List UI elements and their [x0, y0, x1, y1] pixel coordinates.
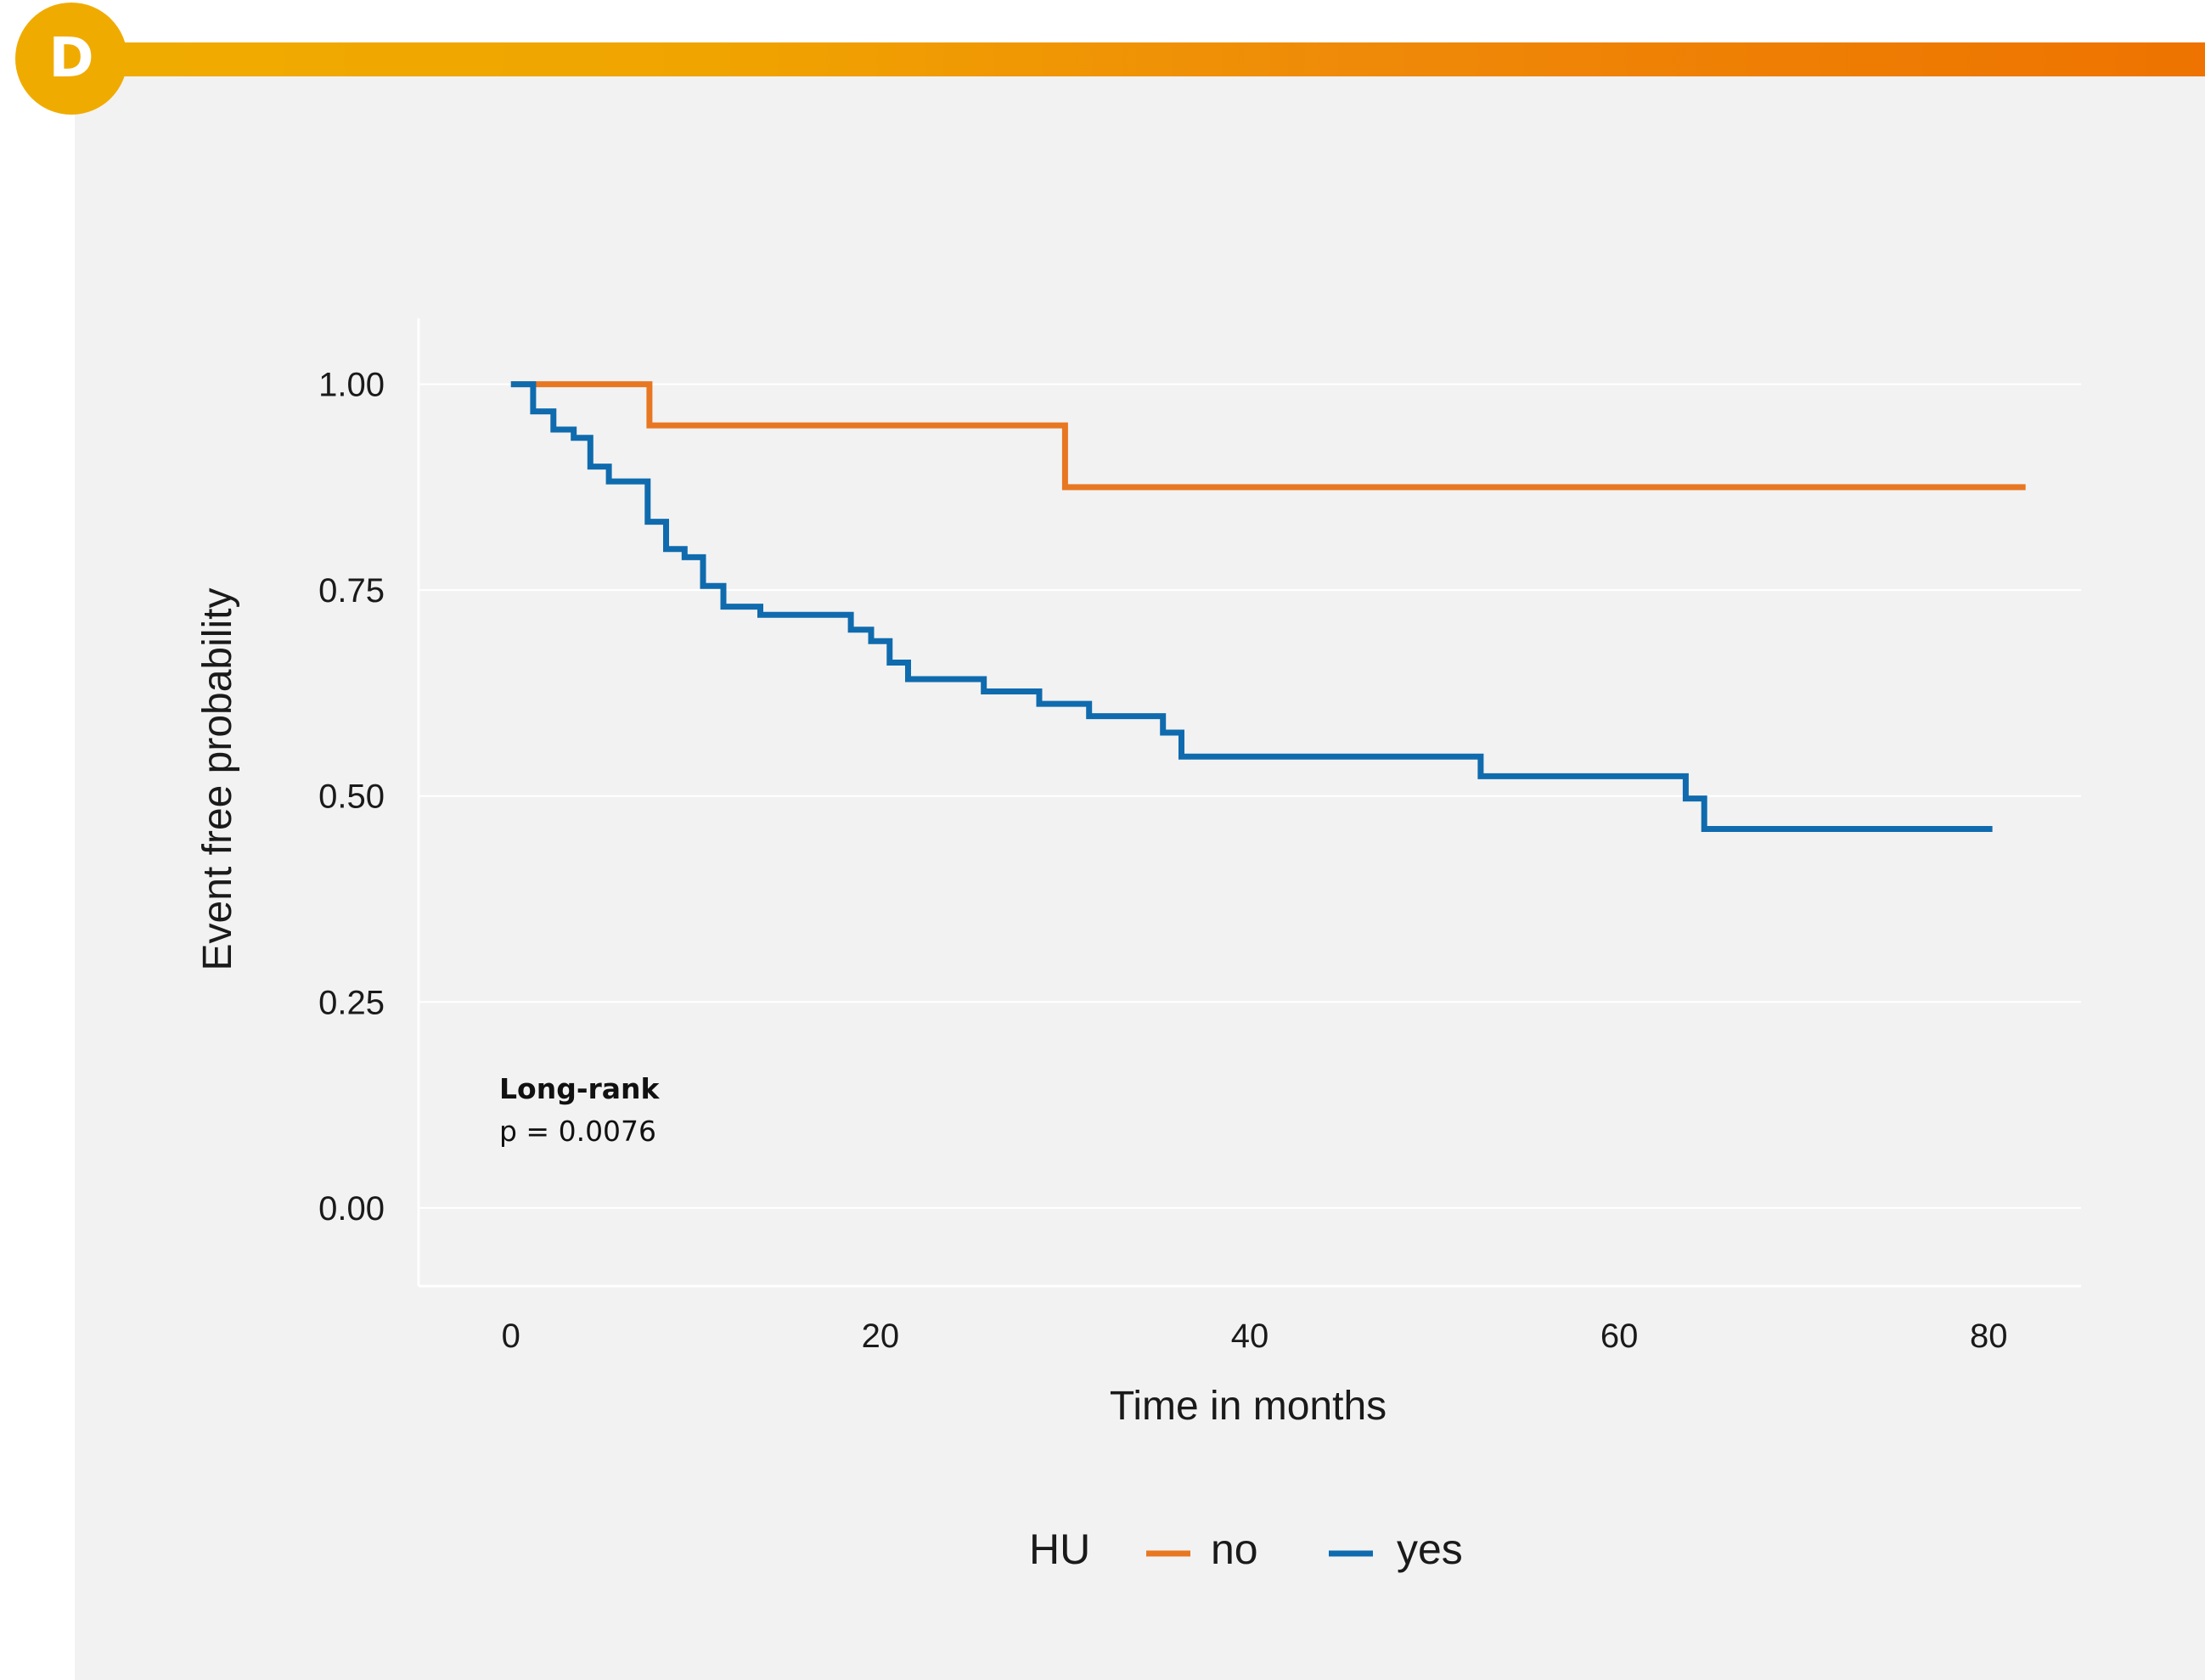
x-tick-label: 40	[1231, 1318, 1269, 1355]
y-axis-title: Event free probability	[195, 588, 240, 971]
y-tick-label: 0.50	[318, 778, 385, 816]
chart-background	[75, 44, 2205, 1680]
y-tick-label: 1.00	[318, 367, 385, 404]
series-line-no	[510, 381, 2026, 491]
x-tick-label: 80	[1970, 1318, 2008, 1355]
x-axis-title: Time in months	[1110, 1384, 1387, 1429]
series-group	[510, 381, 2026, 832]
series-line-yes	[510, 381, 1993, 832]
annotation-title: Long-rank	[499, 1072, 661, 1105]
header-gradient-bar	[75, 42, 2205, 76]
y-tick-label: 0.75	[318, 572, 385, 610]
legend-label-no: no	[1211, 1525, 1258, 1573]
x-tick-labels: 0 20 40 60 80	[502, 1318, 2008, 1355]
y-tick-labels: 0.00 0.25 0.50 0.75 1.00	[318, 367, 385, 1228]
panel-label-badge: D	[15, 3, 127, 115]
legend-title: HU	[1029, 1525, 1090, 1573]
grid-lines	[419, 383, 2081, 1209]
x-tick-label: 20	[862, 1318, 900, 1355]
x-tick-label: 0	[502, 1318, 520, 1355]
legend-label-yes: yes	[1397, 1525, 1463, 1573]
y-tick-label: 0.25	[318, 984, 385, 1021]
legend: HU no yes	[1029, 1525, 1463, 1573]
panel-label: D	[48, 27, 94, 90]
annotation-pvalue: p = 0.0076	[499, 1115, 656, 1148]
x-tick-label: 60	[1600, 1318, 1639, 1355]
y-tick-label: 0.00	[318, 1190, 385, 1228]
